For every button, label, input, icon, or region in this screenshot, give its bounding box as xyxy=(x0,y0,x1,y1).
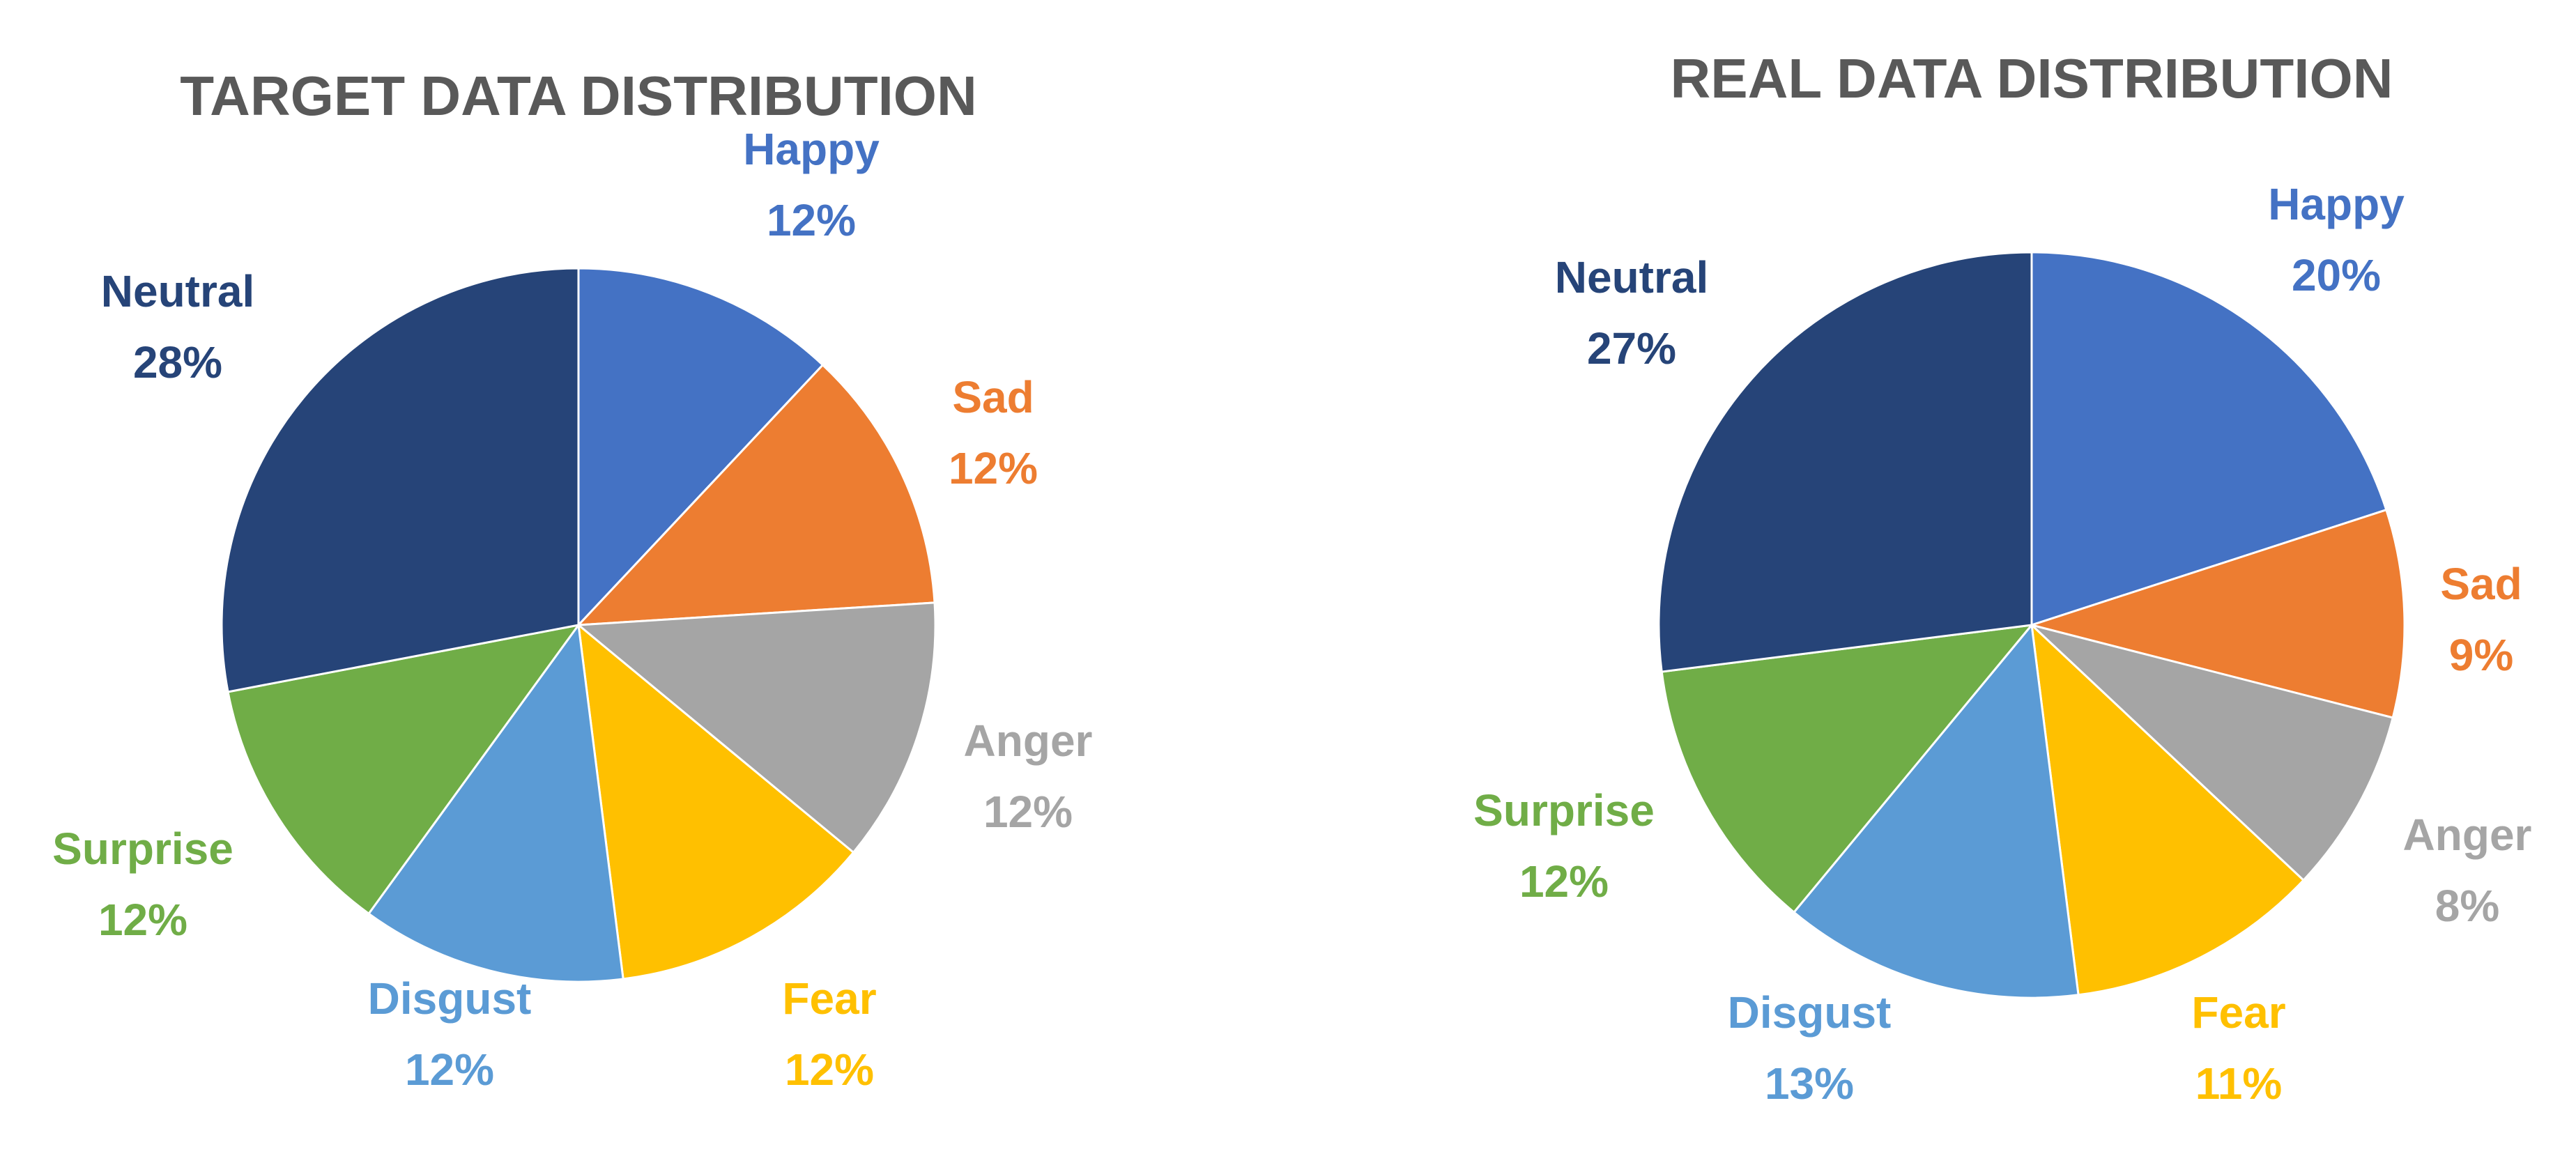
chart-title: TARGET DATA DISTRIBUTION xyxy=(180,65,977,127)
slice-category-label: Sad xyxy=(2440,559,2522,609)
slice-labels: Happy 12%Sad 12%Anger 12%Fear 12%Disgust 12%S… xyxy=(52,124,1092,1095)
slice-category-label: Fear xyxy=(2191,987,2285,1038)
slice-label-surprise: Surprise 12% xyxy=(52,824,233,945)
slice-label-disgust: Disgust 12% xyxy=(368,973,532,1095)
pie-slice-disgust xyxy=(367,622,624,983)
slice-value-label: 11% xyxy=(2195,1058,2283,1109)
slice-value-label: 12% xyxy=(949,443,1038,493)
pie-slices xyxy=(220,267,937,983)
slice-labels: Happy 20% Sad 9% Anger 8% Fear 11% Disgust 13% Sur… xyxy=(1473,179,2531,1109)
slice-value-label: 12% xyxy=(98,895,187,945)
slice-value-label: 13% xyxy=(1765,1058,1854,1109)
slice-label-happy: Happy 20% xyxy=(2268,179,2405,300)
pie-slice-disgust xyxy=(1792,622,2080,999)
slice-category-label: Anger xyxy=(964,716,1093,766)
slice-label-sad: Sad 12% xyxy=(949,372,1038,493)
slice-label-fear: Fear 11% xyxy=(2191,987,2285,1109)
pie-slice-sad xyxy=(576,363,936,626)
pie-slice-happy xyxy=(577,267,825,628)
slice-category-label: Neutral xyxy=(1555,252,1709,302)
slice-label-fear: Fear 12% xyxy=(782,973,876,1095)
slice-category-label: Disgust xyxy=(1728,987,1892,1038)
slice-category-label: Sad xyxy=(952,372,1034,422)
slice-category-label: Surprise xyxy=(52,824,233,874)
slice-category-label: Happy xyxy=(743,124,880,174)
slice-value-label: 12% xyxy=(785,1045,874,1095)
pie-slice-anger xyxy=(576,601,937,854)
slice-value-label: 8% xyxy=(2435,881,2500,931)
pie-slices xyxy=(1657,251,2406,999)
slice-label-neutral: Neutral 28% xyxy=(101,266,255,387)
slice-label-surprise: Surprise 12% xyxy=(1473,785,1655,907)
slice-category-label: Surprise xyxy=(1473,785,1655,835)
slice-label-anger: Anger 12% xyxy=(964,716,1093,837)
slice-value-label: 12% xyxy=(767,195,856,245)
target-distribution-chart: TARGET DATA DISTRIBUTION Happy 12%Sad 12%A… xyxy=(52,65,1092,1095)
slice-value-label: 9% xyxy=(2449,630,2514,680)
pie-slice-neutral xyxy=(1657,251,2033,673)
slice-value-label: 20% xyxy=(2292,250,2381,300)
slice-label-neutral: Neutral 27% xyxy=(1555,252,1709,373)
chart-title: REAL DATA DISTRIBUTION xyxy=(1671,47,2393,109)
slice-label-disgust: Disgust 13% xyxy=(1728,987,1892,1109)
pie-slice-happy xyxy=(2030,251,2388,627)
pie-slice-fear xyxy=(2030,622,2306,996)
pie-slice-surprise xyxy=(227,623,581,916)
pie-slice-fear xyxy=(577,622,855,980)
pie-slice-surprise xyxy=(1660,624,2034,914)
slice-category-label: Fear xyxy=(782,973,876,1024)
slice-value-label: 12% xyxy=(1519,856,1609,907)
slice-value-label: 27% xyxy=(1587,323,1676,373)
slice-label-happy: Happy 12% xyxy=(743,124,880,245)
slice-value-label: 28% xyxy=(133,337,222,387)
real-distribution-chart: REAL DATA DISTRIBUTION Happy 20% Sad 9% Ange… xyxy=(1473,47,2531,1109)
slice-category-label: Disgust xyxy=(368,973,532,1024)
slice-category-label: Happy xyxy=(2268,179,2405,229)
slice-category-label: Anger xyxy=(2403,810,2532,860)
slice-category-label: Neutral xyxy=(101,266,255,316)
slice-label-sad: Sad 9% xyxy=(2440,559,2522,680)
pie-slice-sad xyxy=(2027,508,2406,719)
slice-label-anger: Anger 8% xyxy=(2403,810,2532,931)
pie-slice-anger xyxy=(2030,624,2395,882)
pie-slice-neutral xyxy=(220,267,580,693)
slice-value-label: 12% xyxy=(405,1045,494,1095)
slice-value-label: 12% xyxy=(983,787,1073,837)
